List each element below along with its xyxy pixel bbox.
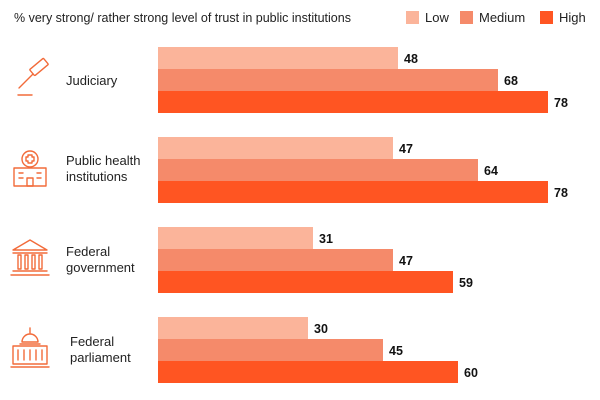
gavel-icon <box>17 57 49 96</box>
value-label-medium-3: 47 <box>399 254 413 268</box>
legend-swatch-high <box>540 11 553 24</box>
bar-high-1 <box>158 91 548 113</box>
category-labels: Judiciary Public health institutions Federa… <box>66 73 140 365</box>
bar-high-2 <box>158 181 548 203</box>
legend-swatch-medium <box>460 11 473 24</box>
value-label-high-4: 60 <box>464 366 478 380</box>
legend-label-high: High <box>559 10 586 25</box>
bar-high-3 <box>158 271 453 293</box>
parliament-dome-icon <box>10 327 50 368</box>
value-label-high-2: 78 <box>554 186 568 200</box>
value-label-low-2: 47 <box>399 142 413 156</box>
category-label-3: Federal government <box>66 244 135 275</box>
value-label-high-1: 78 <box>554 96 568 110</box>
category-label-2: Public health institutions <box>66 153 140 184</box>
value-label-low-1: 48 <box>404 52 418 66</box>
hospital-icon <box>13 150 47 187</box>
category-icons <box>10 57 50 368</box>
value-label-low-3: 31 <box>319 232 333 246</box>
value-label-low-4: 30 <box>314 322 328 336</box>
bar-medium-2 <box>158 159 478 181</box>
bar-medium-4 <box>158 339 383 361</box>
value-labels: 48 68 78 47 64 78 31 47 59 30 45 60 <box>314 52 568 380</box>
category-label-4: Federal parliament <box>70 334 131 365</box>
bar-low-4 <box>158 317 308 339</box>
chart-title: % very strong/ rather strong level of tr… <box>14 11 351 25</box>
bar-medium-3 <box>158 249 393 271</box>
government-building-icon <box>10 239 50 276</box>
legend-swatch-low <box>406 11 419 24</box>
value-label-medium-2: 64 <box>484 164 498 178</box>
bar-high-4 <box>158 361 458 383</box>
legend-label-low: Low <box>425 10 449 25</box>
value-label-high-3: 59 <box>459 276 473 290</box>
value-label-medium-1: 68 <box>504 74 518 88</box>
legend-label-medium: Medium <box>479 10 525 25</box>
bar-low-3 <box>158 227 313 249</box>
bar-low-2 <box>158 137 393 159</box>
bars <box>158 47 548 383</box>
bar-medium-1 <box>158 69 498 91</box>
bar-low-1 <box>158 47 398 69</box>
value-label-medium-4: 45 <box>389 344 403 358</box>
category-label-1: Judiciary <box>66 73 118 88</box>
legend: Low Medium High <box>406 10 586 25</box>
